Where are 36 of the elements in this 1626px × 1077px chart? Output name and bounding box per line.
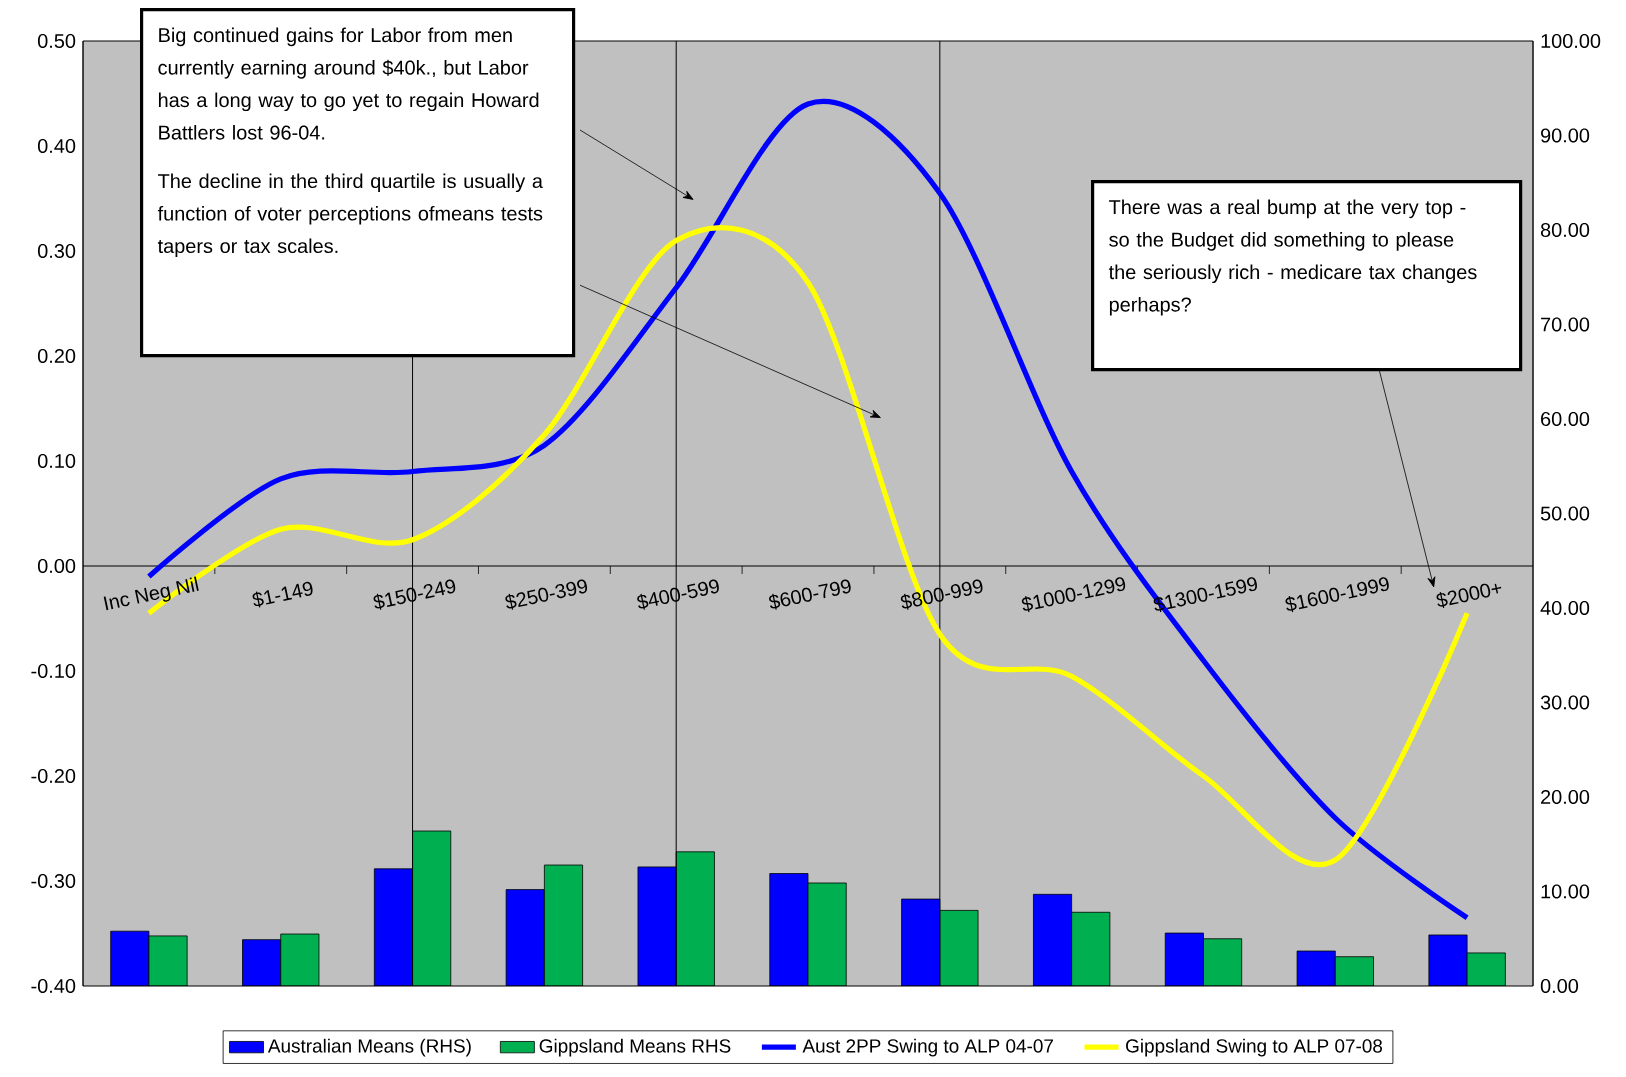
y2-tick-label: 30.00	[1540, 695, 1590, 710]
annotation: The decline in the third quartile is usually a function of voter perceptions ofmeans tests tapers or tax scales.	[157, 173, 543, 258]
y2-tick-label: 90.00	[1541, 128, 1590, 143]
y2-tick-label: 20.00	[1541, 789, 1590, 805]
y-tick-label: 0.10	[37, 453, 76, 469]
y-tick-label: 0.00	[37, 558, 76, 574]
y2-tick-label: 100.00	[1541, 33, 1601, 49]
x-tick-label: $150-249	[373, 579, 456, 610]
x-tick-label: $800-999	[900, 579, 983, 610]
x-tick-label: $1-149	[252, 581, 313, 608]
x-tick-label: $250-399	[505, 579, 588, 610]
y2-tick-label: 0.00	[1540, 978, 1579, 994]
y-tick-label: -0.30	[31, 873, 76, 889]
x-tick-label: $400-599	[637, 579, 719, 610]
y2-tick-label: 50.00	[1540, 506, 1590, 521]
y2-tick-label: 60.00	[1541, 411, 1590, 427]
legend-label: Gippsland Means RHS	[539, 1038, 731, 1057]
x-tick-label: $600-799	[769, 579, 851, 610]
y2-tick-label: 80.00	[1540, 222, 1590, 238]
y-tick-label: -0.20	[31, 768, 76, 784]
x-tick-label: Inc Neg Nil	[103, 576, 199, 611]
y2-tick-label: 40.00	[1540, 600, 1590, 616]
y-tick-label: 0.20	[37, 348, 76, 364]
y2-tick-label: 70.00	[1541, 317, 1590, 332]
legend-label: Australian Means (RHS)	[267, 1038, 471, 1057]
y-tick-label: -0.40	[31, 978, 76, 994]
y-tick-label: -0.10	[31, 663, 76, 679]
legend-label: Gippsland Swing to ALP 07-08	[1126, 1038, 1383, 1057]
legend-label: Aust 2PP Swing to ALP 04-07	[802, 1038, 1053, 1057]
annotation: Big continued gains for Labor from men currently earning around $40k., but Labor has a long way to go yet to regain Howard Battlers lost 96-04.	[158, 27, 539, 140]
y-tick-label: 0.40	[37, 138, 76, 154]
y-tick-label: 0.50	[37, 33, 76, 49]
x-tick-label: $2000+	[1436, 583, 1502, 609]
annotation: There was a real bump at the very top - so the Budget did something to please the seriously rich - medicare tax changes perhaps?	[1108, 199, 1477, 316]
y-tick-label: 0.30	[37, 243, 76, 259]
y2-tick-label: 10.00	[1541, 884, 1590, 899]
